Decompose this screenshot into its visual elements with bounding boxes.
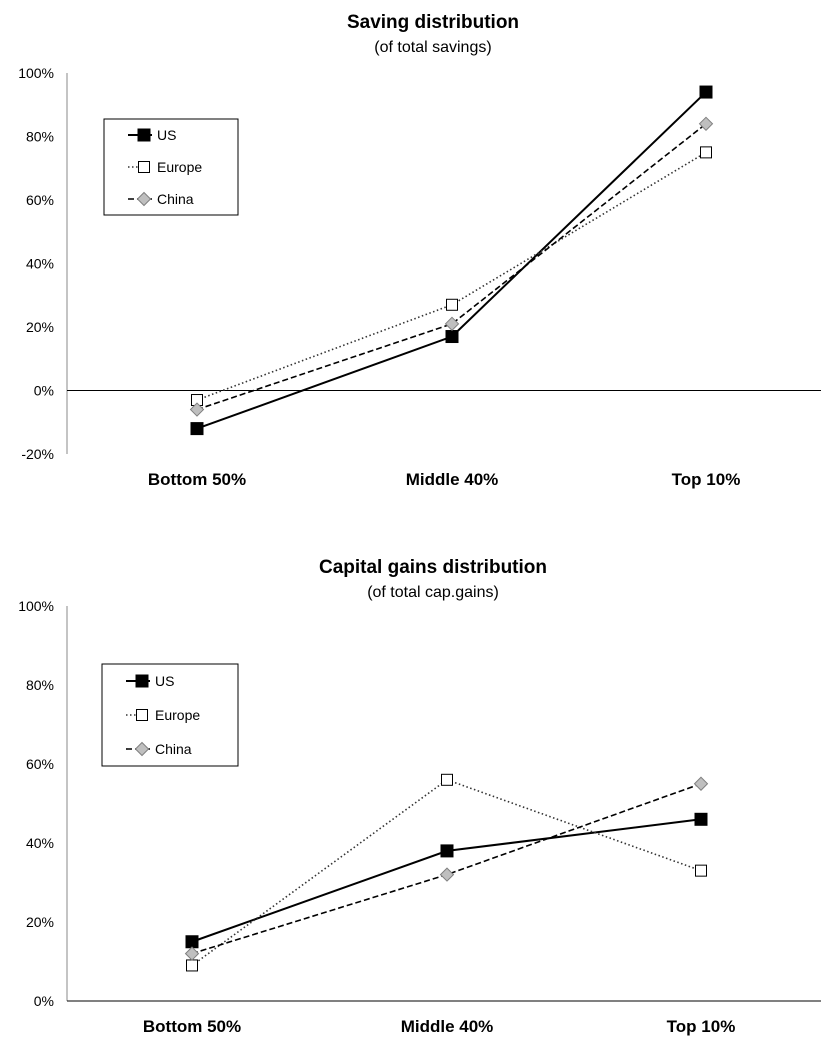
- legend-swatch-marker: [136, 191, 152, 207]
- y-tick-label: 0%: [34, 993, 54, 1009]
- data-point-china: [693, 776, 709, 791]
- legend-swatch-marker: [134, 741, 150, 757]
- data-point-europe: [441, 773, 453, 786]
- x-category-label: Bottom 50%: [143, 1017, 241, 1036]
- data-point-china: [439, 867, 455, 882]
- y-tick-label: 40%: [26, 835, 54, 851]
- legend-label: Europe: [155, 707, 200, 723]
- x-category-label: Top 10%: [672, 470, 741, 489]
- y-tick-label: 20%: [26, 319, 54, 335]
- y-tick-label: 60%: [26, 756, 54, 772]
- y-tick-label: 100%: [18, 598, 54, 614]
- data-point-us: [694, 812, 708, 826]
- y-tick-label: 100%: [18, 65, 54, 81]
- data-point-us: [440, 844, 454, 858]
- legend-label: China: [155, 741, 192, 757]
- data-point-europe: [446, 298, 458, 311]
- legend-swatch-marker: [138, 161, 150, 173]
- data-point-us: [445, 330, 459, 344]
- y-tick-label: 80%: [26, 129, 54, 145]
- data-point-europe: [700, 146, 712, 159]
- series-line-europe: [191, 778, 702, 967]
- chart-title: Capital gains distribution: [319, 557, 547, 578]
- series-us: [190, 85, 713, 436]
- series-line-europe: [196, 151, 707, 401]
- x-category-label: Bottom 50%: [148, 470, 246, 489]
- y-tick-label: 20%: [26, 914, 54, 930]
- series-europe: [186, 773, 707, 972]
- legend-label: Europe: [157, 159, 202, 175]
- y-tick-label: 40%: [26, 256, 54, 272]
- y-tick-label: 0%: [34, 383, 54, 399]
- legend: US Europe China: [101, 663, 239, 767]
- capital-gains-distribution-chart: Capital gains distribution (of total cap…: [18, 557, 821, 1036]
- y-tick-label: 80%: [26, 677, 54, 693]
- chart-title: Saving distribution: [347, 12, 519, 33]
- saving-distribution-chart: Saving distribution (of total savings) -…: [18, 12, 821, 489]
- data-point-us: [185, 935, 199, 949]
- chart-subtitle: (of total savings): [374, 39, 491, 56]
- x-category-label: Top 10%: [667, 1017, 736, 1036]
- legend-box: [101, 663, 239, 767]
- data-point-europe: [186, 959, 198, 972]
- chart-subtitle: (of total cap.gains): [367, 584, 499, 601]
- series-china: [189, 116, 714, 417]
- x-category-label: Middle 40%: [406, 470, 499, 489]
- data-point-china: [698, 116, 714, 132]
- y-tick-label: -20%: [21, 446, 54, 462]
- legend-box: [103, 118, 239, 216]
- legend-label: China: [157, 191, 194, 207]
- legend: US Europe China: [103, 118, 239, 216]
- series-europe: [191, 146, 712, 407]
- legend-swatch-marker: [137, 128, 151, 142]
- x-category-label: Middle 40%: [401, 1017, 494, 1036]
- series-line-us: [196, 91, 707, 430]
- data-point-us: [190, 422, 204, 436]
- data-point-china: [189, 402, 205, 417]
- data-point-china: [184, 946, 200, 961]
- legend-swatch-marker: [136, 709, 148, 721]
- legend-label: US: [155, 673, 174, 689]
- data-point-china: [444, 316, 460, 332]
- legend-swatch-marker: [135, 674, 149, 688]
- series-us: [185, 812, 708, 949]
- series-china: [184, 776, 709, 961]
- legend-label: US: [157, 127, 176, 143]
- data-point-us: [699, 85, 713, 99]
- data-point-europe: [695, 864, 707, 877]
- y-tick-label: 60%: [26, 192, 54, 208]
